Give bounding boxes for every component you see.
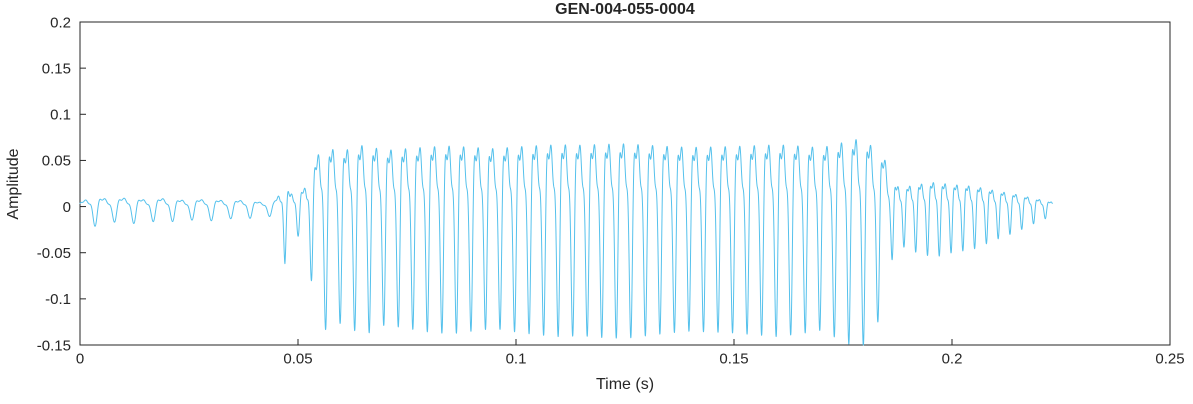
x-tick-label: 0.1 <box>506 350 527 367</box>
x-tick-label: 0.2 <box>942 350 963 367</box>
y-tick-label: -0.15 <box>37 337 71 354</box>
chart-title: GEN-004-055-0004 <box>555 1 695 18</box>
y-tick-label: 0.15 <box>42 60 71 77</box>
y-tick-label: -0.1 <box>45 291 71 308</box>
y-tick-label: 0.2 <box>50 14 71 31</box>
y-tick-label: 0.05 <box>42 153 71 170</box>
y-axis-label: Amplitude <box>5 148 22 220</box>
x-tick-label: 0 <box>76 350 84 367</box>
axes-box <box>79 21 1171 346</box>
y-tick-label: -0.05 <box>37 245 71 262</box>
waveform-line <box>79 139 1053 346</box>
x-tick-label: 0.15 <box>719 350 748 367</box>
x-tick-label: 0.25 <box>1155 350 1184 367</box>
y-tick-label: 0.1 <box>50 107 71 124</box>
x-tick-label: 0.05 <box>283 350 312 367</box>
x-axis-label: Time (s) <box>595 376 655 393</box>
y-tick-label: 0 <box>63 199 71 216</box>
